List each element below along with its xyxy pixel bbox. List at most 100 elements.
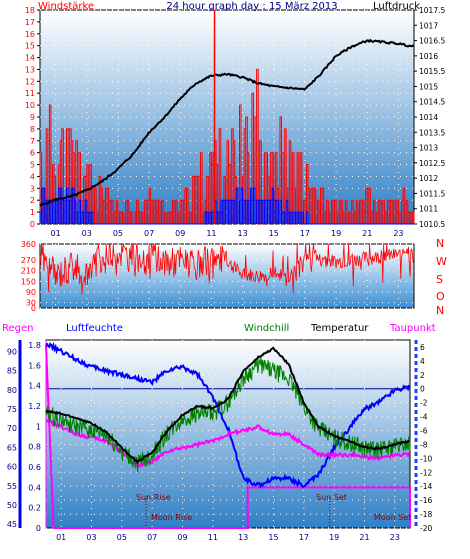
humidity-tick-label: 55: [7, 482, 17, 491]
humidity-tick-label: 60: [7, 463, 17, 472]
panel1-left-tick-label: 6: [30, 149, 35, 158]
regen-tick-label: 0.4: [28, 483, 41, 492]
moon-set-label: Moon Set: [374, 513, 411, 522]
panel3-temp-tick-label: 2: [420, 371, 425, 380]
panel1-marks: [39, 10, 415, 225]
regen-tick-label: 0: [36, 524, 41, 533]
panel3-temp-tick-label: 6: [420, 343, 425, 352]
panel1-left-tick-label: 1: [30, 208, 35, 217]
temperatur-label: Temperatur: [310, 323, 369, 334]
luftfeuchte-label: Luftfeuchte: [66, 323, 123, 334]
panel3-grid: [18, 340, 418, 529]
panel1-left-tick-label: 0: [30, 220, 35, 229]
humidity-tick-label: 80: [7, 386, 17, 395]
panel1-x-tick-label: 09: [175, 229, 185, 238]
panel3-temp-tick-label: -12: [420, 468, 432, 477]
panel1-x-tick-label: 19: [331, 229, 341, 238]
compass-label: W: [436, 255, 447, 268]
panel3-x-tick-label: 11: [208, 533, 218, 542]
panel3-x-tick-label: 07: [147, 533, 157, 542]
panel3-x-tick-label: 17: [299, 533, 309, 542]
windchill-label: Windchill: [244, 323, 289, 334]
panel1-right-tick-label: 1017: [419, 21, 438, 30]
panel2-plot-area: [39, 243, 415, 309]
panel3-marks: [45, 341, 411, 529]
panel1-x-tick-label: 15: [269, 229, 279, 238]
regen-tick-label: 1.6: [28, 361, 41, 370]
panel2-tick-label: 0: [31, 304, 36, 313]
panel1-x-tick-label: 13: [237, 229, 247, 238]
panel3-temp-tick-label: -16: [420, 496, 432, 505]
panel1-right-tick-label: 1012.5: [419, 159, 445, 168]
panel3-temp-tick-label: -18: [420, 510, 432, 519]
regen-tick-label: 0.6: [28, 463, 41, 472]
panel1-left-tick-label: 3: [30, 184, 35, 193]
moon-rise-label: Moon Rise: [151, 513, 192, 522]
panel1-x-tick-label: 11: [206, 229, 216, 238]
panel3-x-tick-label: 19: [329, 533, 339, 542]
panel3-x-tick-label: 23: [390, 533, 400, 542]
humidity-tick-label: 90: [7, 348, 17, 357]
panel3-temp-tick-label: -14: [420, 482, 432, 491]
panel2-tick-label: 90: [26, 288, 36, 297]
regen-tick-label: 1.2: [28, 402, 41, 411]
panel1-left-tick-label: 8: [30, 125, 35, 134]
humidity-tick-label: 45: [7, 520, 17, 529]
panel1-x-tick-label: 23: [393, 229, 403, 238]
panel1-right-tick-label: 1017.5: [419, 6, 445, 15]
sun-rise-label: Sun Rise: [136, 493, 171, 502]
wind-direction-series: [39, 242, 414, 295]
panel3-x-tick-label: 15: [268, 533, 278, 542]
panel3-x-tick-label: 09: [177, 533, 187, 542]
humidity-tick-label: 75: [7, 405, 17, 414]
panel1-labels: Windstärke 24 hour graph day : 15 März 2…: [25, 1, 446, 238]
temperature-series: [45, 346, 410, 465]
panel3-x-tick-label: 21: [359, 533, 369, 542]
panel1-right-tick-label: 1016: [419, 52, 438, 61]
panel1-right-tick-label: 1015: [419, 82, 438, 91]
panel1-left-tick-label: 13: [25, 65, 35, 74]
humidity-series: [45, 341, 411, 489]
panel3-temp-tick-label: 0: [420, 385, 425, 394]
regen-tick-label: 0.8: [28, 443, 41, 452]
humidity-tick-label: 70: [7, 424, 17, 433]
panel1-right-tick-label: 1016.5: [419, 37, 445, 46]
panel1-right-tick-label: 1011.5: [419, 189, 445, 198]
panel1-x-tick-label: 05: [113, 229, 123, 238]
compass-label: S: [436, 273, 443, 286]
panel1-left-tick-label: 14: [25, 54, 35, 63]
panel1-right-tick-label: 1015.5: [419, 67, 445, 76]
panel3-temp-tick-label: -4: [420, 413, 428, 422]
panel2-tick-label: 150: [21, 277, 36, 286]
panel1-right-tick-label: 1013: [419, 144, 438, 153]
panel3-temp-tick-label: -8: [420, 440, 428, 449]
panel1-right-tick-label: 1014: [419, 113, 438, 122]
panel1-right-label: Luftdruck: [373, 1, 420, 12]
panel1-right-tick-label: 1011: [419, 205, 438, 214]
panel3-temp-tick-label: -10: [420, 454, 432, 463]
panel1-left-label: Windstärke: [38, 1, 94, 12]
regen-tick-label: 1: [36, 422, 41, 431]
panel3-x-tick-label: 13: [238, 533, 248, 542]
humidity-tick-label: 65: [7, 443, 17, 452]
panel1-x-tick-label: 17: [300, 229, 310, 238]
panel2-marks: [39, 242, 414, 295]
panel2-tick-label: 270: [21, 256, 36, 265]
panel1-left-tick-label: 10: [25, 101, 35, 110]
panel1-right-tick-label: 1010.5: [419, 220, 445, 229]
humidity-tick-label: 85: [7, 367, 17, 376]
panel1-left-tick-label: 17: [25, 18, 35, 27]
panel1-left-tick-label: 18: [25, 6, 35, 15]
panel1-x-tick-label: 21: [362, 229, 372, 238]
panel1-left-tick-label: 11: [25, 89, 35, 98]
panel1-right-tick-label: 1013.5: [419, 128, 445, 137]
panel3-x-tick-label: 03: [86, 533, 96, 542]
wind-mean-series: [39, 187, 414, 225]
regen-tick-label: 1.8: [28, 341, 41, 350]
taupunkt-label: Taupunkt: [389, 323, 436, 334]
panel1-left-tick-label: 2: [30, 196, 35, 205]
regen-tick-label: 0.2: [28, 504, 41, 513]
